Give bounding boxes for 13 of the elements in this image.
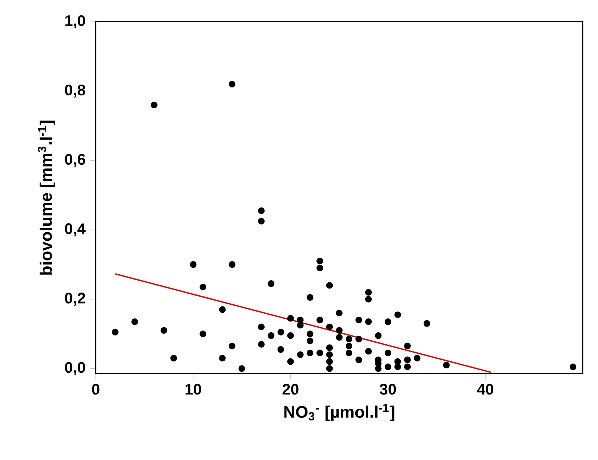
x-tick-label: 0 <box>92 384 100 395</box>
x-tick-label: 10 <box>186 384 202 395</box>
x-axis-title: NO$_{3}$$^{-}$ [µmol.l$^{-1}$] <box>284 404 395 422</box>
y-axis-title: biovolume [mm$^{3}$.l$^{-1}$] <box>38 120 56 275</box>
x-tick-label: 20 <box>282 384 299 395</box>
x-tick-label: 40 <box>477 384 494 395</box>
y-tick-label: 0,6 <box>65 154 86 168</box>
x-tick-label: 30 <box>380 384 396 395</box>
y-tick-label: 0,2 <box>65 292 86 306</box>
y-tick-label: 1,0 <box>66 15 86 29</box>
y-tick-label: 0,8 <box>65 84 86 98</box>
y-tick-label: 0,4 <box>65 224 86 237</box>
y-tick-label: 0,0 <box>65 362 86 376</box>
